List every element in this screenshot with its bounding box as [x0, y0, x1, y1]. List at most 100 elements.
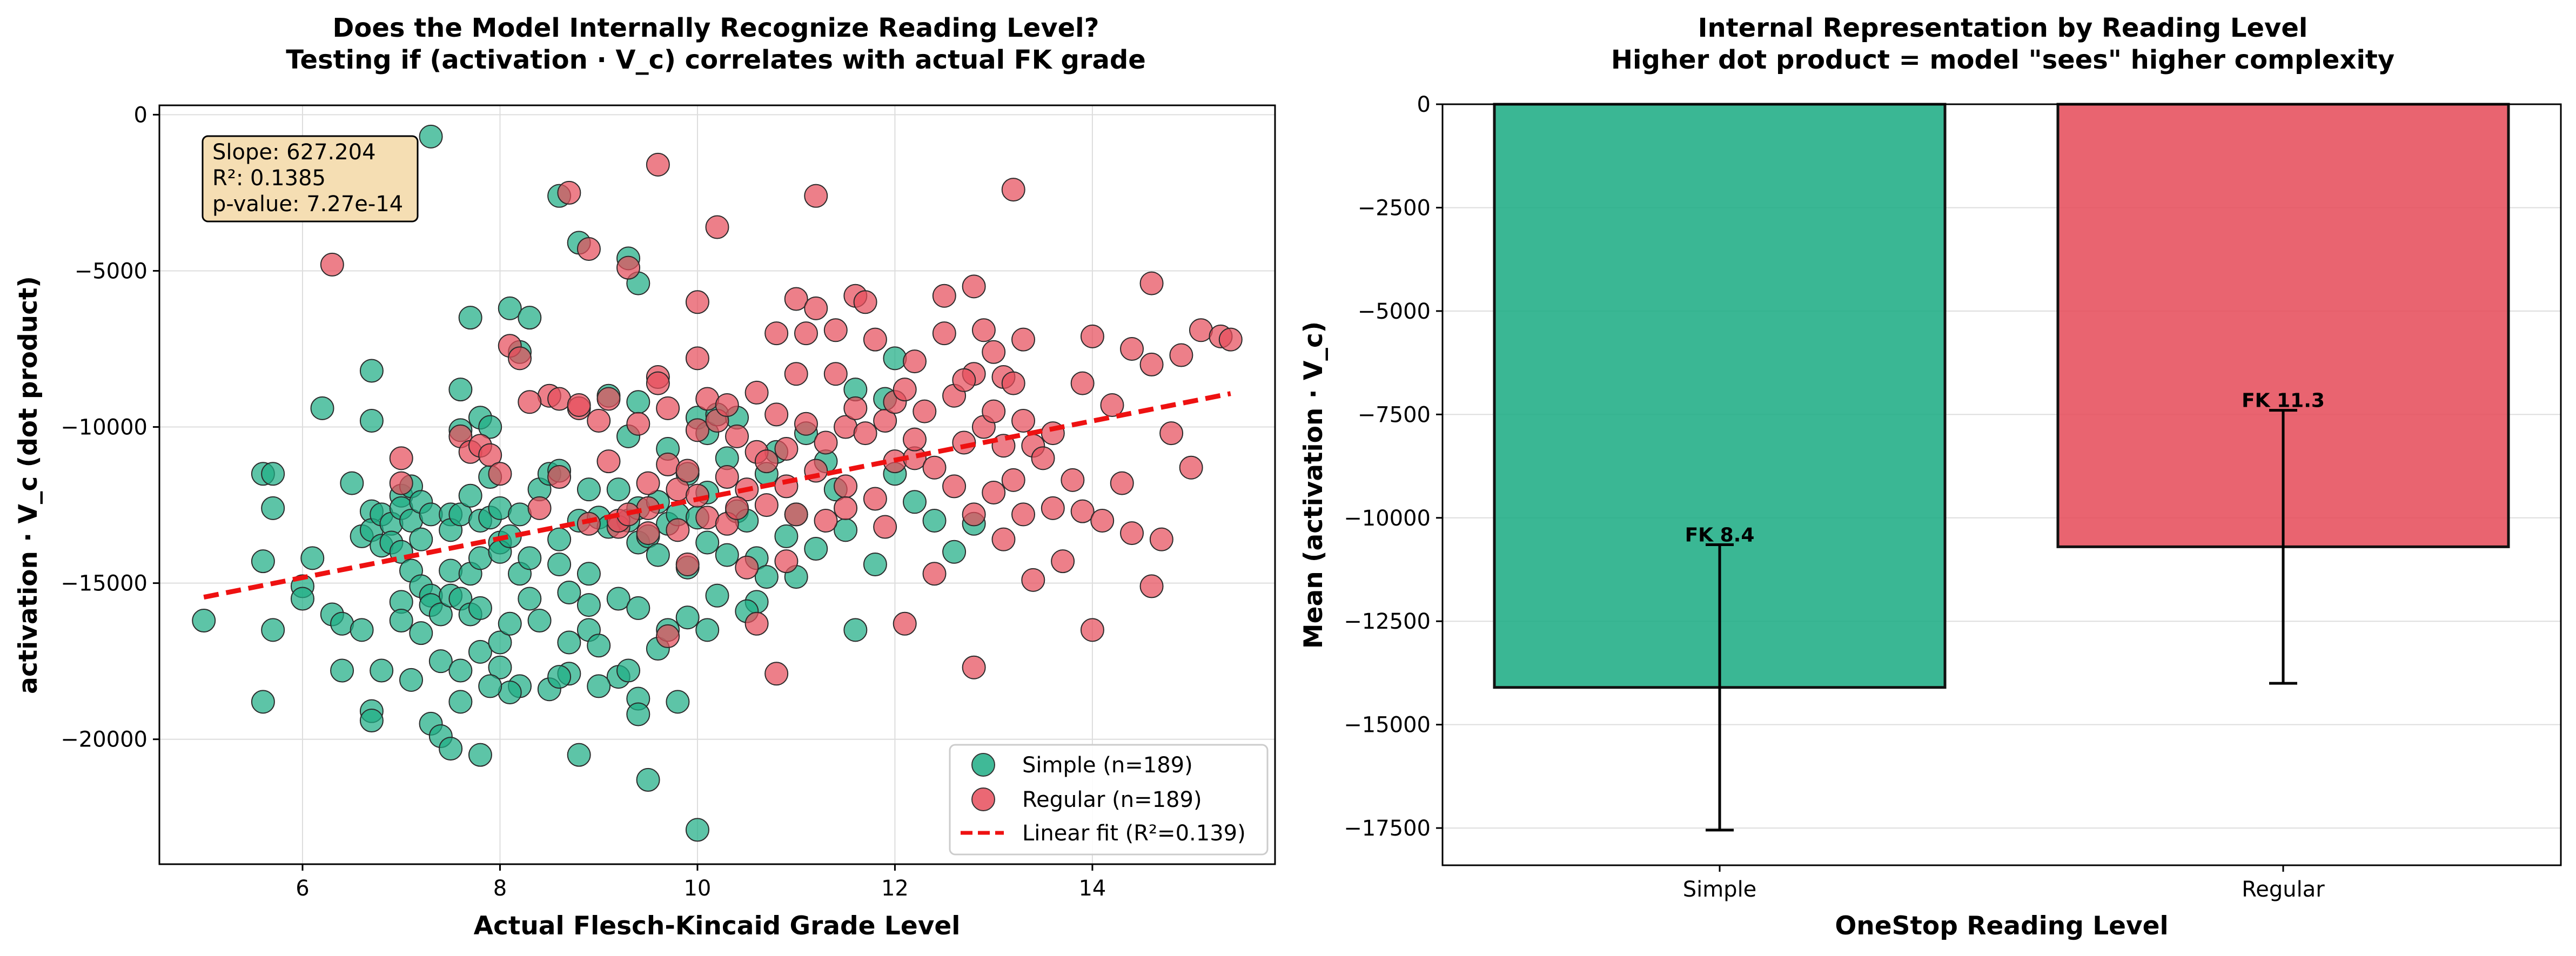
simple-point — [488, 655, 512, 679]
simple-point — [340, 471, 364, 495]
simple-point — [834, 518, 858, 542]
regular-point — [893, 378, 917, 402]
regular-point — [784, 502, 808, 527]
simple-point — [468, 596, 492, 620]
stats-box-background — [202, 135, 419, 223]
scatter-x-tick-label: 6 — [296, 876, 309, 901]
scatter-y-tick-label: −10000 — [61, 415, 147, 440]
regular-point — [804, 184, 828, 208]
simple-point — [527, 609, 552, 633]
regular-point — [1070, 371, 1095, 395]
simple-point — [251, 549, 275, 574]
regular-point — [478, 443, 502, 467]
regular-point — [587, 408, 611, 433]
regular-point — [1011, 408, 1036, 433]
regular-point — [1179, 455, 1203, 480]
regular-point — [626, 412, 650, 436]
regular-point — [932, 321, 956, 346]
simple-point — [636, 768, 660, 792]
simple-point — [922, 508, 947, 533]
regular-point — [1090, 508, 1115, 533]
regular-point — [685, 483, 709, 508]
regular-point — [557, 180, 581, 205]
regular-point — [1218, 327, 1243, 352]
simple-point — [646, 543, 670, 567]
regular-point — [1041, 496, 1065, 520]
regular-point — [1139, 352, 1164, 376]
scatter-x-tick-label: 14 — [1078, 876, 1106, 901]
regular-point — [774, 437, 799, 461]
regular-point — [715, 393, 739, 418]
regular-point — [636, 471, 660, 495]
simple-point — [518, 587, 542, 611]
simple-point — [754, 565, 779, 589]
regular-point — [873, 408, 897, 433]
scatter-title: Does the Model Internally Recognize Read… — [333, 13, 1099, 43]
regular-point — [1149, 527, 1173, 551]
simple-point — [883, 346, 907, 371]
regular-point — [1110, 471, 1134, 495]
regular-point — [764, 402, 789, 427]
regular-point — [971, 318, 996, 342]
simple-point — [626, 596, 650, 620]
regular-point — [685, 418, 709, 442]
simple-point — [419, 124, 443, 149]
simple-point — [409, 527, 433, 551]
regular-point — [1011, 327, 1036, 352]
regular-point — [547, 387, 572, 411]
simple-point — [330, 658, 354, 683]
regular-point — [567, 393, 591, 418]
simple-point — [251, 690, 275, 714]
regular-point — [596, 449, 621, 474]
simple-point — [606, 477, 630, 502]
simple-point — [448, 378, 473, 402]
regular-point — [685, 290, 709, 314]
legend-marker-simple — [971, 753, 995, 777]
simple-point — [843, 618, 868, 642]
simple-point — [192, 609, 216, 633]
regular-point — [616, 255, 641, 280]
bar-value-label: FK 8.4 — [1685, 524, 1755, 547]
regular-point — [1189, 318, 1213, 342]
simple-point — [705, 583, 729, 608]
regular-point — [1001, 468, 1025, 492]
simple-point — [804, 537, 828, 561]
simple-point — [576, 593, 601, 617]
regular-point — [952, 368, 976, 392]
regular-point — [725, 496, 749, 520]
regular-point — [942, 474, 967, 499]
regular-point — [834, 474, 858, 499]
simple-point — [359, 408, 384, 433]
regular-point — [656, 624, 680, 648]
scatter-legend: Simple (n=189) Regular (n=189) Linear fi… — [949, 744, 1269, 856]
regular-point — [982, 480, 1006, 504]
regular-point — [804, 296, 828, 320]
simple-point — [576, 562, 601, 586]
regular-point — [932, 284, 956, 308]
simple-point — [399, 668, 423, 692]
bar-subtitle: Higher dot product = model "sees" higher… — [1611, 45, 2394, 75]
regular-point — [843, 396, 868, 420]
bar-y-tick-label: −5000 — [1358, 299, 1431, 324]
bar-y-tick-label: 0 — [1417, 92, 1431, 117]
bar-y-tick-label: −17500 — [1344, 816, 1431, 841]
regular-point — [1061, 468, 1085, 492]
linear-fit-line — [203, 391, 1231, 600]
simple-point — [409, 621, 433, 645]
bars: FK 8.4 FK 11.3 — [1493, 103, 2510, 832]
regular-point — [834, 496, 858, 520]
regular-point — [982, 340, 1006, 364]
regular-point — [823, 318, 848, 342]
simple-point — [695, 618, 720, 642]
regular-point — [784, 362, 808, 386]
simple-point — [261, 496, 285, 520]
bar-y-tick-label: −15000 — [1344, 713, 1431, 738]
simple-point — [290, 587, 314, 611]
simple-point — [606, 587, 630, 611]
bar-y-tick-label: −10000 — [1344, 506, 1431, 531]
regular-point — [863, 487, 887, 511]
simple-point — [508, 502, 532, 527]
simple-point — [261, 618, 285, 642]
regular-point — [794, 321, 818, 346]
simple-point — [478, 674, 502, 698]
